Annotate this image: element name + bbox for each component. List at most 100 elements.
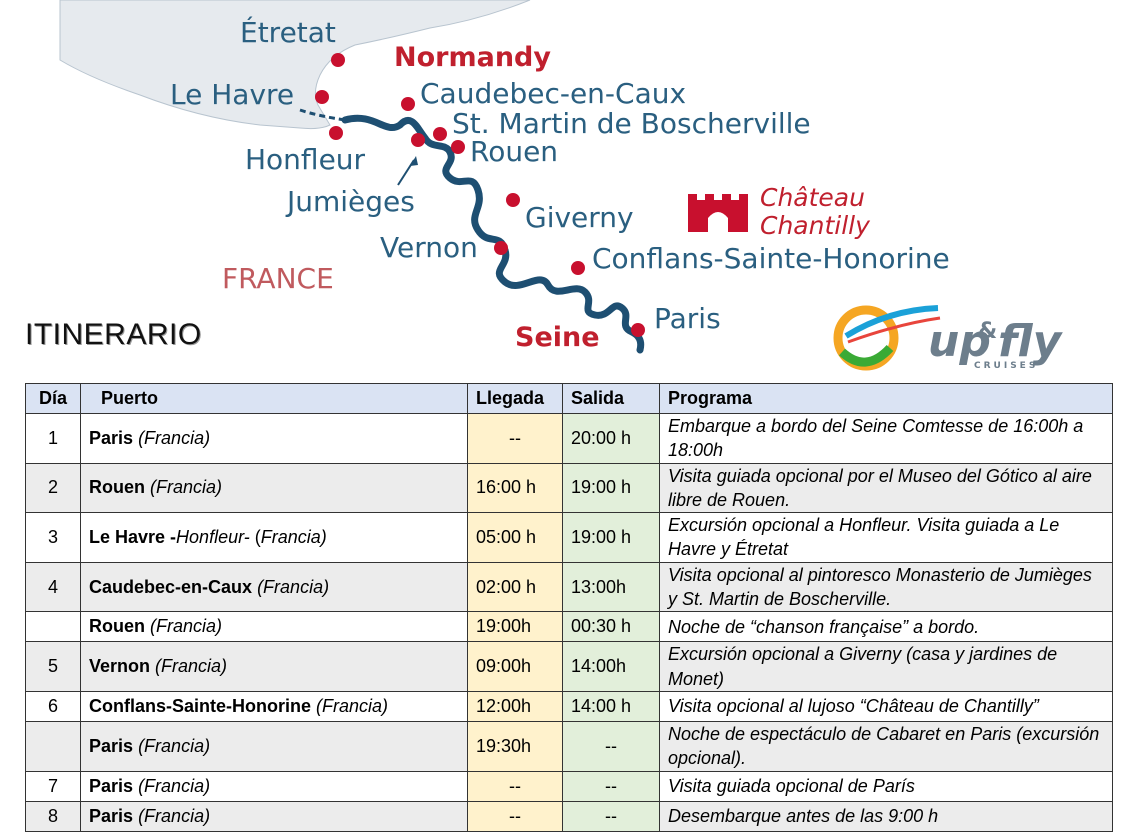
upfly-logo: up & fly CRUISES (833, 305, 1064, 371)
pin-rouen (451, 140, 465, 154)
cell-arrival: -- (467, 800, 563, 832)
cell-day (25, 611, 81, 643)
logo-word-fly: fly (998, 316, 1064, 367)
cell-program: Desembarque antes de las 9:00 h (659, 800, 1113, 832)
label-vernon: Vernon (380, 231, 478, 264)
logo-swirl-icon (833, 305, 941, 371)
port-country: (Francia) (257, 576, 330, 597)
label-seine: Seine (515, 322, 600, 353)
table-row: 8 Paris (Francia) -- -- Desembarque ante… (25, 800, 1113, 832)
cell-program: Noche de espectáculo de Cabaret en Paris… (659, 720, 1113, 772)
cell-port: Vernon (Francia) (80, 641, 468, 692)
port-country: (Francia) (155, 656, 228, 677)
cell-departure: 14:00 h (562, 690, 660, 722)
pin-jumieges (411, 133, 425, 147)
cell-day (25, 720, 81, 772)
header-port: Puerto (80, 383, 468, 414)
port-name: Vernon (89, 656, 151, 677)
label-normandy: Normandy (394, 42, 551, 73)
header-day: Día (25, 383, 81, 414)
cell-arrival: 02:00 h (467, 561, 563, 613)
cell-port: Paris (Francia) (80, 800, 468, 832)
cell-arrival: 19:30h (467, 720, 563, 772)
table-row: 3 Le Havre -Honfleur- (Francia) 05:00 h … (25, 512, 1113, 563)
cell-port: Conflans-Sainte-Honorine (Francia) (80, 690, 468, 722)
port-country: (Francia) (138, 427, 211, 448)
port-name: Paris (89, 427, 134, 448)
cell-program: Excursión opcional a Giverny (casa y jar… (659, 641, 1113, 692)
cell-program: Excursión opcional a Honfleur. Visita gu… (659, 512, 1113, 563)
table-row: Paris (Francia) 19:30h -- Noche de espec… (25, 720, 1113, 772)
table-row: 4 Caudebec-en-Caux (Francia) 02:00 h 13:… (25, 561, 1113, 613)
cell-port: Rouen (Francia) (80, 462, 468, 514)
cell-program: Visita guiada opcional por el Museo del … (659, 462, 1113, 514)
header-program: Programa (659, 383, 1113, 414)
castle-icon (688, 194, 748, 232)
logo-amp: & (978, 319, 997, 344)
cell-day: 6 (25, 690, 81, 722)
jumieges-arrowhead (410, 156, 418, 166)
cell-departure: 13:00h (562, 561, 660, 613)
cell-port: Paris (Francia) (80, 720, 468, 772)
cell-port: Paris (Francia) (80, 770, 468, 802)
port-country: (Francia) (138, 805, 211, 826)
port-country: (Francia) (316, 695, 389, 716)
table-row: Rouen (Francia) 19:00h 00:30 h Noche de … (25, 611, 1113, 643)
cell-program: Visita guiada opcional de París (659, 770, 1113, 802)
label-paris: Paris (654, 302, 721, 335)
header-arrival: Llegada (467, 383, 563, 414)
cell-program: Visita opcional al pintoresco Monasterio… (659, 561, 1113, 613)
cell-port: Rouen (Francia) (80, 611, 468, 643)
pin-caudebec (401, 97, 415, 111)
label-chateau-line2: Chantilly (760, 211, 871, 240)
port-name: Conflans-Sainte-Honorine (89, 695, 312, 716)
label-st-martin: St. Martin de Boscherville (452, 107, 811, 140)
table-header-row: Día Puerto Llegada Salida Programa (25, 383, 1113, 414)
table-row: 5 Vernon (Francia) 09:00h 14:00h Excursi… (25, 641, 1113, 692)
cell-departure: 14:00h (562, 641, 660, 692)
label-rouen: Rouen (470, 135, 558, 168)
cell-day: 4 (25, 561, 81, 613)
port-country: (Francia) (150, 477, 223, 498)
pin-conflans (571, 261, 585, 275)
cell-day: 3 (25, 512, 81, 563)
label-france: FRANCE (222, 262, 334, 295)
label-etretat: Étretat (240, 15, 336, 49)
cell-departure: 00:30 h (562, 611, 660, 643)
cell-day: 7 (25, 770, 81, 802)
port-name: Rouen (89, 477, 150, 498)
cell-arrival: -- (467, 413, 563, 464)
logo-tagline: CRUISES (974, 361, 1038, 371)
cell-program: Visita opcional al lujoso “Château de Ch… (659, 690, 1113, 722)
route-map: Étretat Normandy Le Havre Caudebec-en-Ca… (59, 0, 950, 354)
label-caudebec: Caudebec-en-Caux (420, 77, 686, 110)
pin-paris (631, 323, 645, 337)
cell-day: 5 (25, 641, 81, 692)
table-row: 7 Paris (Francia) -- -- Visita guiada op… (25, 770, 1113, 802)
port-extra: Honfleur- (176, 526, 250, 547)
cell-departure: 19:00 h (562, 512, 660, 563)
pin-le-havre (315, 90, 329, 104)
cell-departure: -- (562, 770, 660, 802)
pin-honfleur (329, 126, 343, 140)
pin-st-martin (433, 127, 447, 141)
cell-arrival: 09:00h (467, 641, 563, 692)
pin-etretat (331, 53, 345, 67)
cell-day: 8 (25, 800, 81, 832)
port-name: Le Havre - (89, 526, 177, 547)
table-row: 1 Paris (Francia) -- 20:00 h Embarque a … (25, 413, 1113, 464)
port-name: Paris (89, 775, 134, 796)
cell-port: Caudebec-en-Caux (Francia) (80, 561, 468, 613)
port-country: Francia) (260, 526, 327, 547)
cell-port: Paris (Francia) (80, 413, 468, 464)
label-giverny: Giverny (525, 201, 634, 234)
header-departure: Salida (562, 383, 660, 414)
port-country: (Francia) (150, 616, 223, 637)
port-country-prefix: ( (249, 526, 261, 547)
cell-day: 2 (25, 462, 81, 514)
itinerary-title: ITINERARIO (25, 318, 202, 351)
table-row: 6 Conflans-Sainte-Honorine (Francia) 12:… (25, 690, 1113, 722)
pin-vernon (494, 241, 508, 255)
port-country: (Francia) (138, 775, 211, 796)
cell-port: Le Havre -Honfleur- (Francia) (80, 512, 468, 563)
